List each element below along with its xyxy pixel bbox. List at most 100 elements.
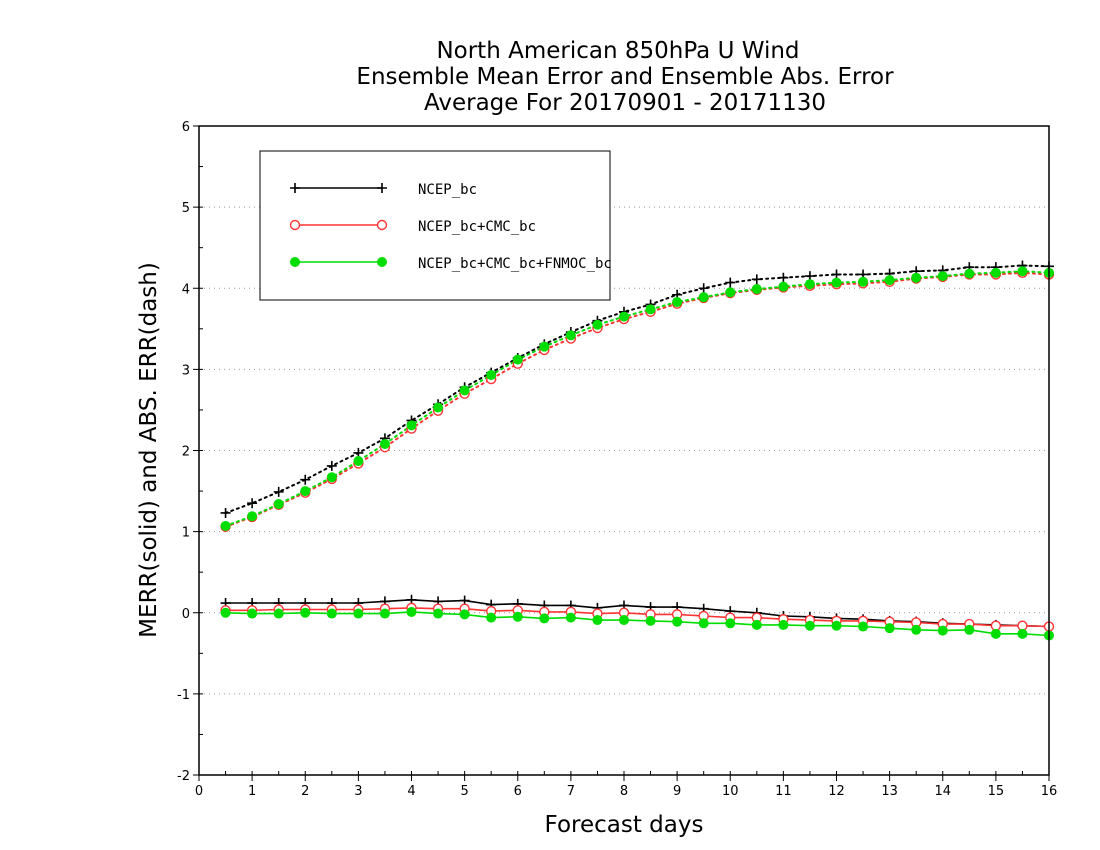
filled-circle-marker <box>751 619 762 630</box>
filled-circle-marker <box>486 370 497 381</box>
filled-circle-marker <box>778 619 789 630</box>
filled-circle-marker <box>937 271 948 282</box>
plus-marker <box>290 183 300 193</box>
filled-circle-marker <box>831 277 842 288</box>
open-circle-marker <box>376 219 388 231</box>
filled-circle-marker <box>804 620 815 631</box>
filled-circle-marker <box>486 612 497 623</box>
filled-circle-marker <box>353 608 364 619</box>
filled-circle-marker <box>672 616 683 627</box>
chart-title-line-1: North American 850hPa U Wind <box>436 38 799 64</box>
legend-label-ncep-cmc: NCEP_bc+CMC_bc <box>418 219 536 235</box>
plus-marker <box>751 274 762 285</box>
open-circle-marker <box>289 219 301 231</box>
y-axis-label: MERR(solid) and ABS. ERR(dash) <box>136 262 162 638</box>
plus-marker <box>220 507 231 518</box>
plus-marker <box>778 272 789 283</box>
filled-circle-marker <box>884 275 895 286</box>
filled-circle-marker <box>326 608 337 619</box>
y-tick-label: 3 <box>182 363 190 378</box>
filled-circle-marker <box>326 472 337 483</box>
filled-circle-marker <box>433 402 444 413</box>
x-tick-label: 14 <box>934 784 951 799</box>
x-tick-label: 15 <box>988 784 1005 799</box>
filled-circle-marker <box>1017 266 1028 277</box>
filled-circle-marker <box>247 511 258 522</box>
filled-circle-marker <box>645 304 656 315</box>
filled-circle-marker <box>379 608 390 619</box>
filled-circle-marker <box>990 628 1001 639</box>
filled-circle-marker <box>645 615 656 626</box>
plus-marker <box>698 283 709 294</box>
filled-circle-marker <box>406 606 417 617</box>
filled-circle-marker <box>964 624 975 635</box>
y-tick-label: 4 <box>182 282 190 297</box>
x-tick-label: 1 <box>248 784 256 799</box>
filled-circle-marker <box>247 608 258 619</box>
chart-title-line-3: Average For 20170901 - 20171130 <box>424 90 826 116</box>
filled-circle-marker <box>379 439 390 450</box>
x-tick-label: 13 <box>881 784 898 799</box>
filled-circle-marker <box>290 257 300 267</box>
filled-circle-marker <box>698 618 709 629</box>
filled-circle-marker <box>565 330 576 341</box>
filled-circle-marker <box>220 607 231 618</box>
filled-circle-marker <box>831 620 842 631</box>
x-tick-label: 0 <box>195 784 203 799</box>
x-tick-label: 2 <box>301 784 309 799</box>
x-tick-label: 9 <box>673 784 681 799</box>
plus-marker <box>300 474 311 485</box>
y-tick-label: -1 <box>177 688 190 703</box>
y-tick-label: 5 <box>182 201 190 216</box>
plus-marker <box>725 277 736 288</box>
filled-circle-marker <box>220 520 231 531</box>
filled-circle-marker <box>512 354 523 365</box>
chart-title-line-2: Ensemble Mean Error and Ensemble Abs. Er… <box>356 64 894 90</box>
x-tick-label: 4 <box>407 784 415 799</box>
filled-circle-marker <box>539 613 550 624</box>
filled-circle-marker <box>300 607 311 618</box>
x-tick-label: 10 <box>722 784 739 799</box>
filled-circle-marker <box>273 608 284 619</box>
x-tick-label: 12 <box>828 784 845 799</box>
filled-circle-marker <box>377 257 387 267</box>
filled-circle-marker <box>353 456 364 467</box>
filled-circle-marker <box>911 272 922 283</box>
plus-marker <box>247 498 258 509</box>
filled-circle-marker <box>725 287 736 298</box>
plus-marker <box>377 183 387 193</box>
filled-circle-marker <box>273 499 284 510</box>
x-tick-label: 3 <box>354 784 362 799</box>
x-tick-label: 7 <box>567 784 575 799</box>
filled-circle-marker <box>672 297 683 308</box>
filled-circle-marker <box>539 341 550 352</box>
filled-circle-marker <box>512 611 523 622</box>
filled-circle-marker <box>884 623 895 634</box>
filled-circle-marker <box>937 625 948 636</box>
filled-circle-marker <box>433 608 444 619</box>
filled-circle-marker <box>964 268 975 279</box>
x-tick-label: 16 <box>1041 784 1058 799</box>
y-tick-label: -2 <box>177 769 190 784</box>
filled-circle-marker <box>698 292 709 303</box>
filled-circle-marker <box>565 612 576 623</box>
filled-circle-marker <box>459 385 470 396</box>
filled-circle-marker <box>592 319 603 330</box>
filled-circle-marker <box>619 615 629 626</box>
x-tick-label: 11 <box>775 784 792 799</box>
filled-circle-marker <box>778 281 789 292</box>
filled-circle-marker <box>1017 628 1028 639</box>
plus-marker <box>326 460 337 471</box>
x-axis-label: Forecast days <box>545 812 704 838</box>
filled-circle-marker <box>592 615 603 626</box>
filled-circle-marker <box>300 486 311 497</box>
y-tick-label: 6 <box>182 120 190 135</box>
legend-label-ncep-cmc-fnmoc: NCEP_bc+CMC_bc+FNMOC_bc <box>418 256 612 272</box>
x-tick-label: 5 <box>460 784 468 799</box>
legend-label-ncep-bc: NCEP_bc <box>418 182 477 198</box>
y-tick-label: 1 <box>182 526 190 541</box>
filled-circle-marker <box>804 279 815 290</box>
